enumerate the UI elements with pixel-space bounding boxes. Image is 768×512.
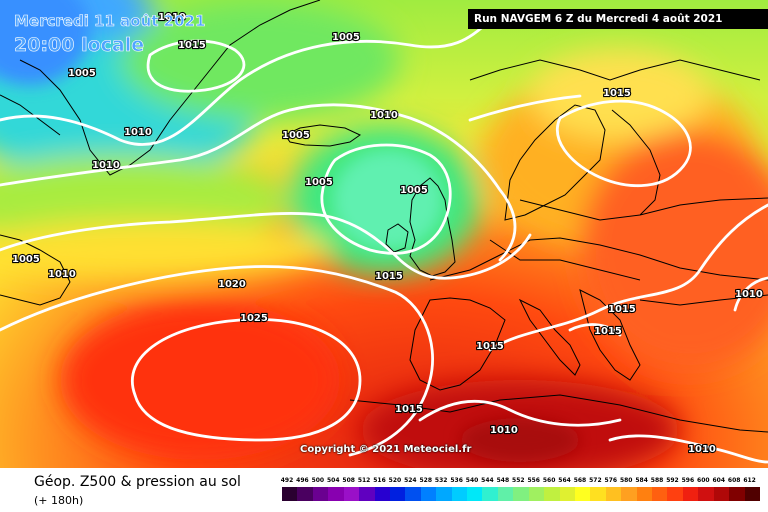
scale-label: 492	[280, 477, 294, 484]
isobar-label: 1015	[608, 304, 636, 315]
scale-label: 500	[311, 477, 325, 484]
scale-label: 536	[450, 477, 463, 484]
scale-label: 572	[589, 477, 602, 484]
scale-swatch	[682, 487, 699, 501]
scale-swatch	[297, 487, 314, 501]
isobar-label: 1005	[332, 32, 360, 43]
coastlines	[0, 0, 768, 433]
copyright-notice: Copyright © 2021 Meteociel.fr	[300, 444, 472, 455]
scale-swatch	[729, 487, 746, 501]
isobar-label: 1005	[305, 177, 333, 188]
scale-label: 568	[573, 477, 587, 484]
scale-swatch	[744, 487, 761, 501]
scale-swatch	[667, 487, 684, 501]
isobars	[0, 18, 768, 464]
isobar-label: 1020	[218, 279, 246, 290]
scale-label: 504	[326, 477, 340, 484]
scale-swatch	[544, 487, 561, 501]
scale-swatch	[436, 487, 453, 501]
scale-label: 508	[342, 477, 355, 484]
isobar-label: 1015	[178, 40, 206, 51]
forecast-lead: (+ 180h)	[34, 494, 84, 507]
scale-label: 580	[619, 477, 633, 484]
scale-swatch	[513, 487, 530, 501]
scale-label: 532	[434, 477, 448, 484]
scale-swatch	[359, 487, 375, 501]
scale-label: 604	[712, 477, 725, 484]
scale-label: 496	[296, 477, 309, 484]
scale-label: 548	[496, 477, 510, 484]
scale-label: 564	[558, 477, 571, 484]
scale-label: 588	[650, 477, 664, 484]
scale-swatch	[528, 487, 545, 501]
scale-swatch	[343, 487, 360, 501]
scale-swatch	[282, 487, 298, 501]
isobar-label: 1015	[603, 88, 631, 99]
scale-swatch	[328, 487, 345, 501]
scale-label: 600	[697, 477, 710, 484]
scale-label: 608	[727, 477, 741, 484]
isobar-label: 1010	[124, 127, 152, 138]
scale-label: 524	[404, 477, 417, 484]
isobar-label: 1010	[688, 444, 716, 455]
isobar-label: 1015	[594, 326, 622, 337]
scale-swatch	[389, 487, 406, 501]
scale-label: 544	[481, 477, 494, 484]
scale-swatch	[451, 487, 468, 501]
isobar-label: 1015	[375, 271, 403, 282]
scale-label: 612	[743, 477, 756, 484]
scale-label: 552	[512, 477, 525, 484]
scale-swatch	[590, 487, 607, 501]
scale-swatch	[312, 487, 329, 501]
scale-swatch	[559, 487, 576, 501]
scale-swatch	[713, 487, 730, 501]
isobar-label: 1010	[92, 160, 120, 171]
scale-label: 560	[542, 477, 556, 484]
color-scale: 492 496 500 504 508 512 516 520 524 528 532 536 540 5…	[280, 477, 761, 507]
scale-label: 592	[666, 477, 679, 484]
isobar-label: 1025	[240, 313, 268, 324]
scale-swatch	[482, 487, 499, 501]
isobar-label: 1010	[370, 110, 398, 121]
scale-label: 576	[604, 477, 618, 484]
weather-map: 1010 1015 1005 1005 1010 1010 1005 1010 …	[0, 0, 768, 468]
scale-swatch	[374, 487, 391, 501]
scale-swatch	[405, 487, 422, 501]
scale-swatch	[652, 487, 668, 501]
isobar-label: 1005	[282, 130, 310, 141]
map-title: Géop. Z500 & pression au sol	[34, 474, 241, 490]
run-info-banner: Run NAVGEM 6 Z du Mercredi 4 août 2021	[468, 9, 768, 29]
scale-label: 540	[465, 477, 479, 484]
scale-label: 520	[388, 477, 402, 484]
scale-swatch	[636, 487, 653, 501]
isobar-label: 1005	[400, 185, 428, 196]
scale-swatch	[621, 487, 638, 501]
scale-label: 584	[635, 477, 648, 484]
scale-swatch	[574, 487, 591, 501]
isobar-label: 1015	[395, 404, 423, 415]
isobar-labels: 1010 1015 1005 1005 1010 1010 1005 1010 …	[11, 11, 764, 456]
scale-label: 512	[357, 477, 371, 484]
scale-label: 516	[373, 477, 386, 484]
isobar-label: 1010	[735, 289, 763, 300]
scale-swatch	[467, 487, 483, 501]
scale-swatch	[698, 487, 715, 501]
scale-label: 596	[681, 477, 695, 484]
isobar-label: 1005	[68, 68, 96, 79]
scale-swatch	[420, 487, 437, 501]
forecast-time: 20:00 locale	[14, 34, 145, 57]
forecast-date: Mercredi 11 août 2021	[14, 12, 206, 31]
scale-swatch	[497, 487, 514, 501]
isobar-label: 1010	[490, 425, 518, 436]
isobar-label: 1015	[476, 341, 504, 352]
isobar-label: 1010	[48, 269, 76, 280]
scale-swatch	[605, 487, 622, 501]
scale-label: 556	[527, 477, 540, 484]
isobar-label: 1005	[12, 254, 40, 265]
isobar-label: 1010	[158, 12, 186, 23]
scale-label: 528	[419, 477, 433, 484]
